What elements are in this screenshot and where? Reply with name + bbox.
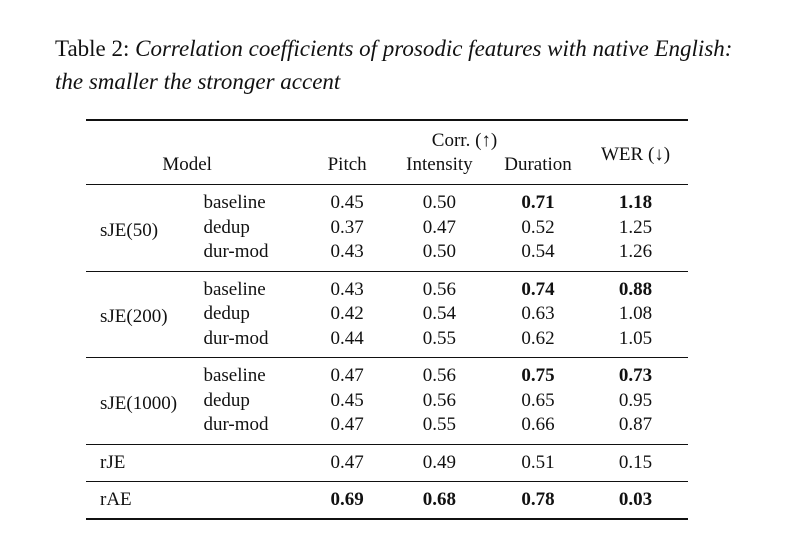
group-rule bbox=[86, 357, 688, 358]
intensity-cell: 0.54 bbox=[422, 303, 457, 325]
table-row: dedup 0.45 0.56 0.65 0.95 bbox=[86, 389, 688, 414]
group-rule bbox=[86, 270, 688, 272]
duration-cell: 0.65 bbox=[521, 389, 555, 411]
duration-cell: 0.54 bbox=[521, 241, 555, 263]
header-row-2: Model Pitch Intensity Duration bbox=[86, 152, 688, 185]
table-row: rJE 0.47 0.49 0.51 0.15 bbox=[86, 445, 688, 482]
pitch-cell: 0.43 bbox=[330, 278, 364, 300]
group-sje1000: sJE(1000) baseline 0.47 0.56 0.75 0.73 d… bbox=[86, 358, 688, 444]
model-name: sJE(50) bbox=[100, 219, 159, 241]
pitch-cell: 0.37 bbox=[330, 216, 364, 238]
variant-name: dedup bbox=[203, 303, 250, 325]
intensity-cell: 0.55 bbox=[422, 414, 457, 436]
results-table: Corr. (↑) WER (↓) Model Pitch Intensity … bbox=[86, 119, 688, 521]
pitch-cell: 0.43 bbox=[330, 241, 364, 263]
table-row: dedup 0.37 0.47 0.52 1.25 bbox=[86, 216, 688, 241]
row-rje: rJE 0.47 0.49 0.51 0.15 bbox=[86, 445, 688, 482]
duration-cell: 0.71 bbox=[521, 192, 555, 214]
wer-cell: 1.05 bbox=[618, 327, 653, 349]
variant-name: baseline bbox=[203, 192, 266, 214]
variant-name: baseline bbox=[203, 278, 266, 300]
header-wer: WER (↓) bbox=[600, 143, 671, 165]
wer-cell: 0.95 bbox=[618, 389, 653, 411]
group-sje200: sJE(200) baseline 0.43 0.56 0.74 0.88 de… bbox=[86, 272, 688, 358]
table-row: sJE(200) baseline 0.43 0.56 0.74 0.88 bbox=[86, 272, 688, 328]
duration-cell: 0.78 bbox=[521, 488, 555, 510]
pitch-cell: 0.47 bbox=[330, 451, 364, 473]
caption-label: Table 2: bbox=[55, 36, 130, 61]
header-intensity: Intensity bbox=[406, 154, 473, 175]
table-row: dur-mod 0.47 0.55 0.66 0.87 bbox=[86, 413, 688, 444]
duration-cell: 0.51 bbox=[521, 451, 555, 473]
bottom-rule bbox=[86, 517, 688, 521]
pitch-cell: 0.45 bbox=[330, 192, 364, 214]
intensity-cell: 0.56 bbox=[422, 365, 457, 387]
duration-cell: 0.74 bbox=[521, 278, 555, 300]
wer-cell: 0.88 bbox=[618, 278, 653, 300]
model-name: sJE(200) bbox=[100, 306, 168, 328]
intensity-cell: 0.55 bbox=[422, 327, 457, 349]
intensity-cell: 0.68 bbox=[422, 488, 457, 510]
wer-cell: 1.25 bbox=[618, 216, 653, 238]
intensity-cell: 0.50 bbox=[422, 192, 457, 214]
wer-cell: 0.73 bbox=[618, 365, 653, 387]
duration-cell: 0.52 bbox=[521, 216, 555, 238]
variant-name: dur-mod bbox=[203, 414, 269, 436]
variant-name: baseline bbox=[203, 365, 266, 387]
wer-cell: 1.08 bbox=[618, 303, 653, 325]
header-model: Model bbox=[162, 154, 212, 175]
duration-cell: 0.63 bbox=[521, 303, 555, 325]
table-row: rAE 0.69 0.68 0.78 0.03 bbox=[86, 482, 688, 519]
header-duration: Duration bbox=[504, 154, 572, 175]
wer-cell: 0.03 bbox=[618, 488, 653, 510]
table-row: dur-mod 0.44 0.55 0.62 1.05 bbox=[86, 327, 688, 358]
table-row: sJE(50) baseline 0.45 0.50 0.71 1.18 bbox=[86, 185, 688, 241]
wer-cell: 1.26 bbox=[618, 241, 653, 263]
table-row: dedup 0.42 0.54 0.63 1.08 bbox=[86, 302, 688, 327]
variant-name: dur-mod bbox=[203, 327, 269, 349]
variant-name: dedup bbox=[203, 216, 250, 238]
duration-cell: 0.62 bbox=[521, 327, 555, 349]
intensity-cell: 0.47 bbox=[422, 216, 457, 238]
wer-cell: 0.87 bbox=[618, 414, 653, 436]
results-table-container: Corr. (↑) WER (↓) Model Pitch Intensity … bbox=[86, 119, 688, 521]
group-rule bbox=[86, 480, 688, 482]
header-rule bbox=[86, 184, 688, 185]
pitch-cell: 0.47 bbox=[330, 414, 364, 436]
model-name: sJE(1000) bbox=[100, 392, 178, 414]
intensity-cell: 0.49 bbox=[422, 451, 457, 473]
duration-cell: 0.75 bbox=[521, 365, 555, 387]
caption-text: Correlation coefficients of prosodic fea… bbox=[55, 36, 733, 94]
intensity-cell: 0.50 bbox=[422, 241, 457, 263]
header-row-1: Corr. (↑) WER (↓) bbox=[86, 121, 688, 165]
variant-name: dedup bbox=[203, 389, 250, 411]
table-row: sJE(1000) baseline 0.47 0.56 0.75 0.73 bbox=[86, 358, 688, 414]
group-sje50: sJE(50) baseline 0.45 0.50 0.71 1.18 ded… bbox=[86, 185, 688, 271]
table-header: Corr. (↑) WER (↓) Model Pitch Intensity … bbox=[86, 119, 688, 185]
model-name: rJE bbox=[100, 451, 126, 473]
intensity-cell: 0.56 bbox=[422, 278, 457, 300]
header-corr-group: Corr. (↑) bbox=[431, 130, 498, 151]
table-caption: Table 2: Correlation coefficients of pro… bbox=[55, 32, 745, 98]
wer-cell: 0.15 bbox=[618, 451, 653, 473]
group-rule bbox=[86, 443, 688, 445]
pitch-cell: 0.69 bbox=[330, 488, 364, 510]
header-pitch: Pitch bbox=[327, 154, 367, 175]
pitch-cell: 0.42 bbox=[330, 303, 364, 325]
intensity-cell: 0.56 bbox=[422, 389, 457, 411]
duration-cell: 0.66 bbox=[521, 414, 555, 436]
model-name: rAE bbox=[100, 488, 132, 510]
table-row: dur-mod 0.43 0.50 0.54 1.26 bbox=[86, 240, 688, 271]
pitch-cell: 0.45 bbox=[330, 389, 364, 411]
pitch-cell: 0.44 bbox=[330, 327, 364, 349]
wer-cell: 1.18 bbox=[618, 192, 653, 214]
variant-name: dur-mod bbox=[203, 241, 269, 263]
row-rae: rAE 0.69 0.68 0.78 0.03 bbox=[86, 482, 688, 519]
pitch-cell: 0.47 bbox=[330, 365, 364, 387]
